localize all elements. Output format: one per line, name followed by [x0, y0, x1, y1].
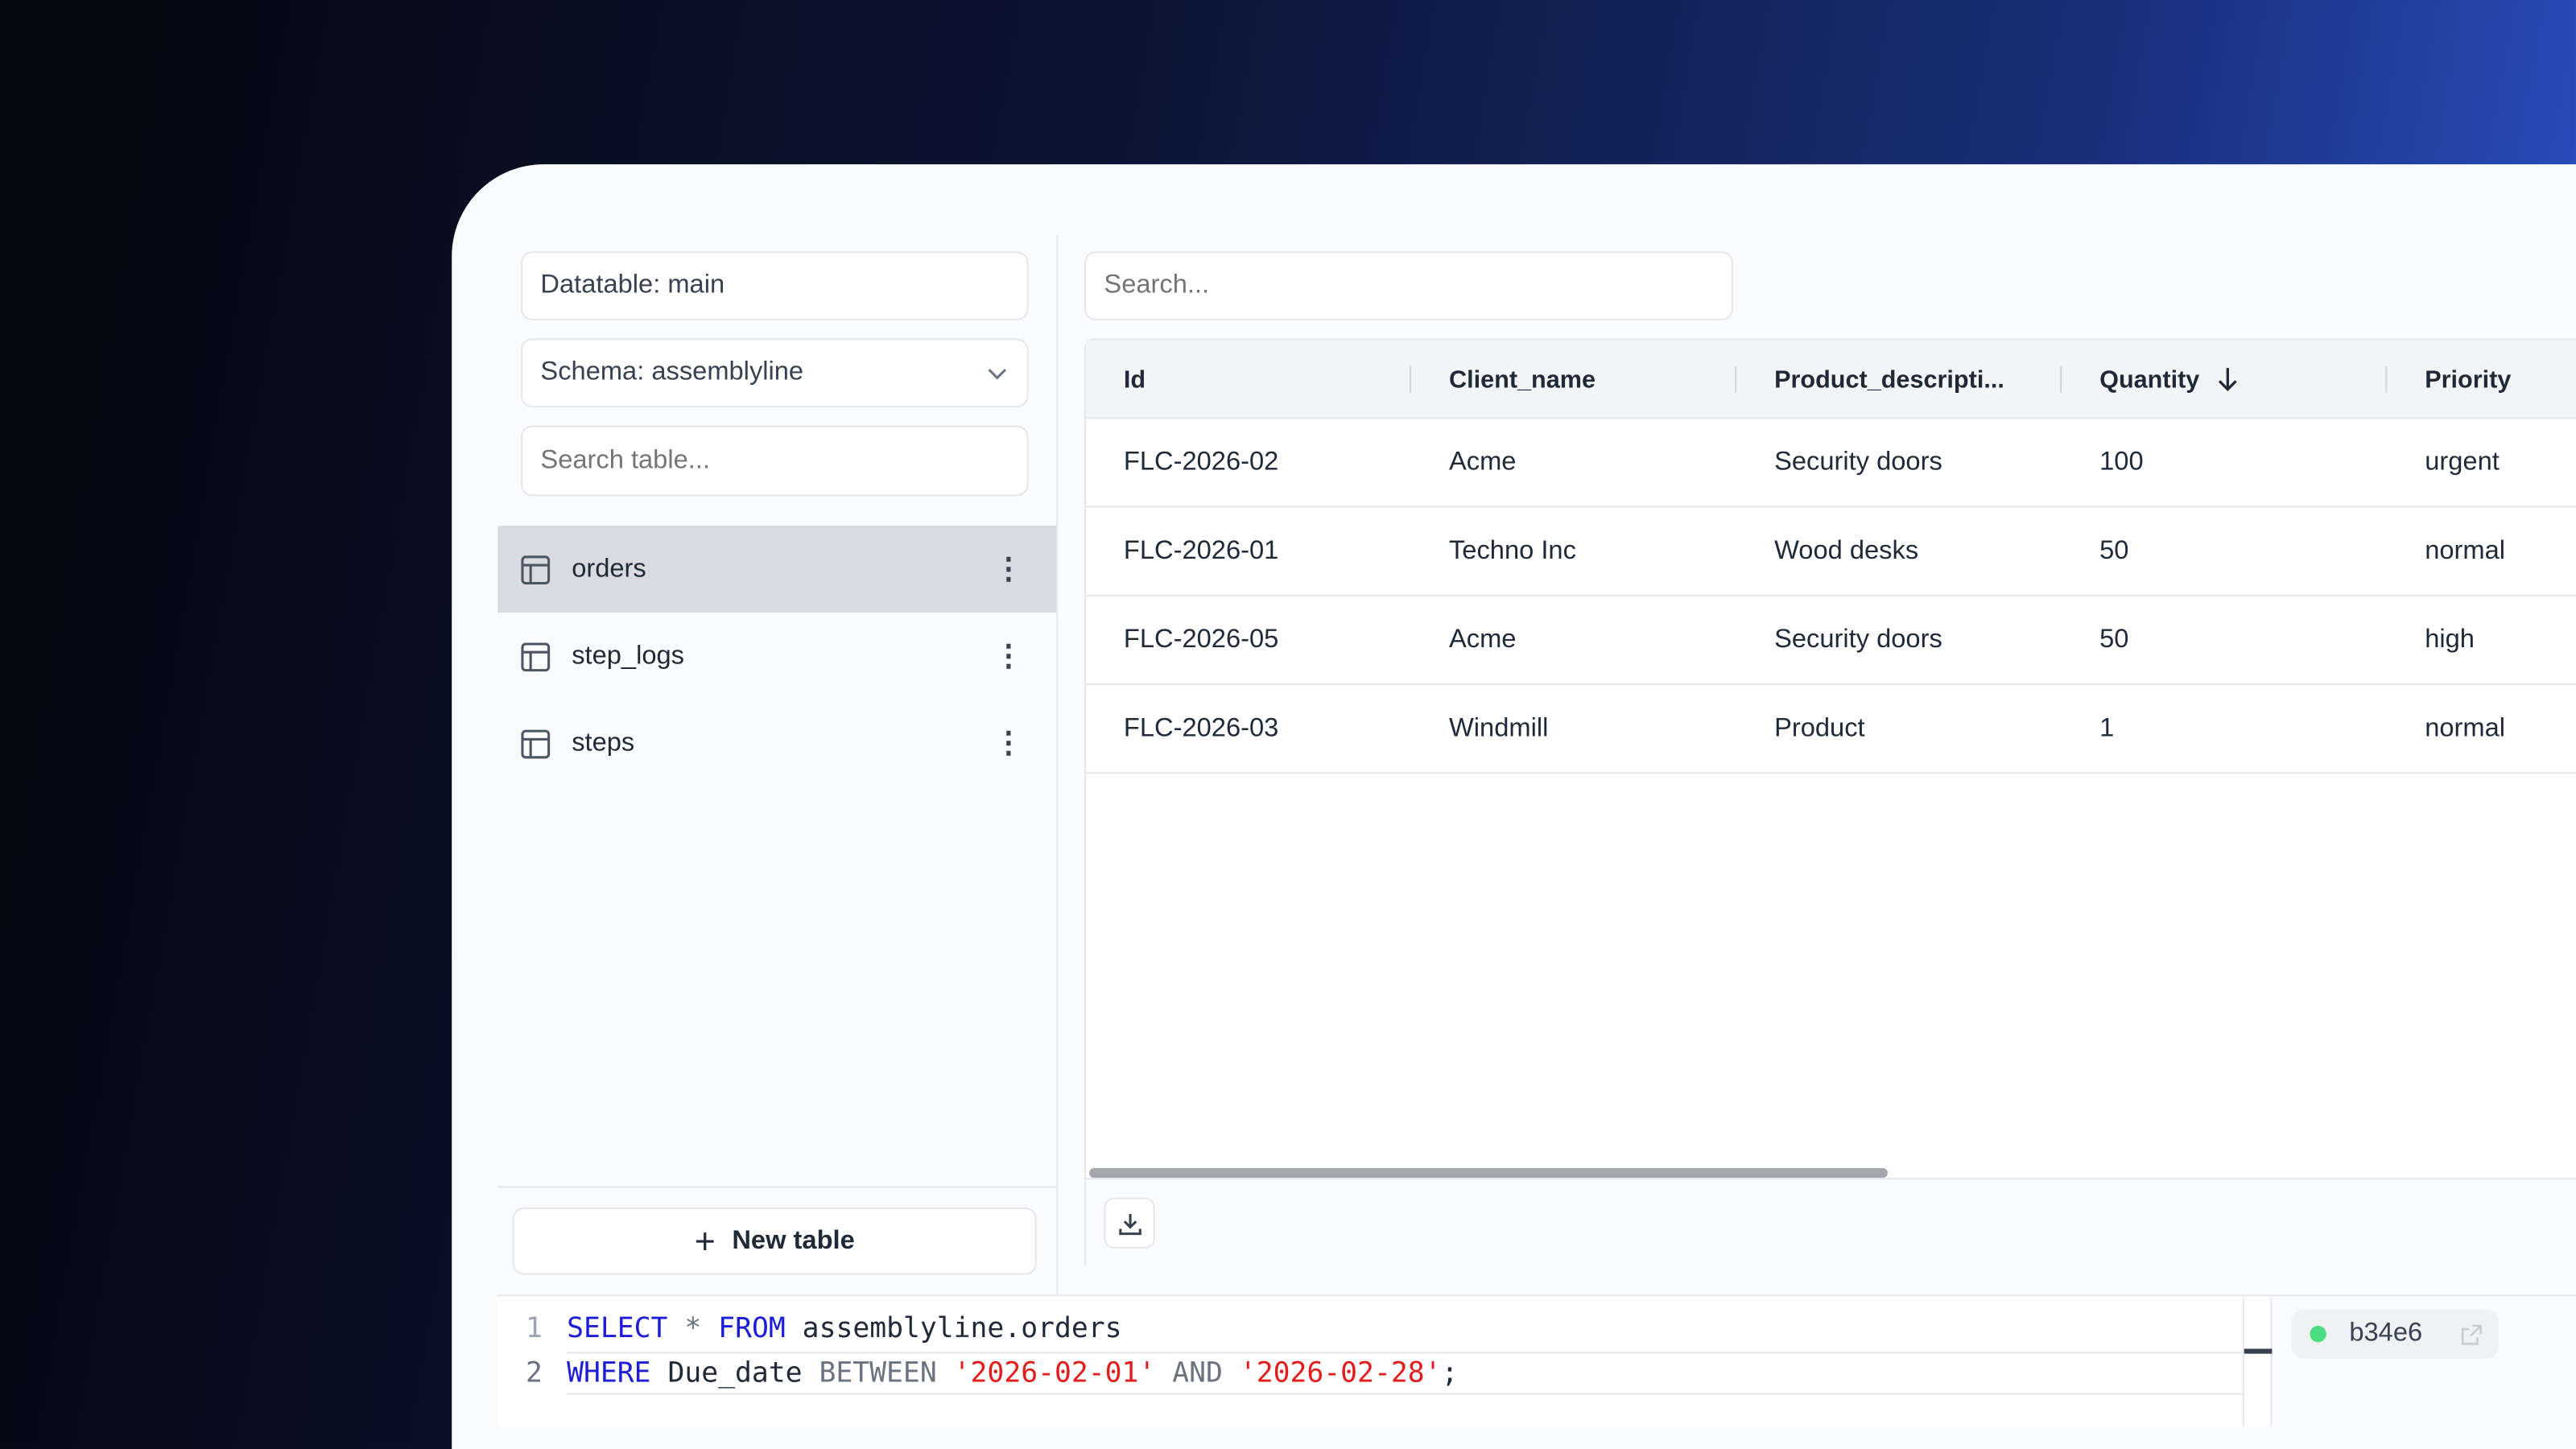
schema-label: Schema: assemblyline — [540, 357, 804, 386]
column-resize-handle[interactable] — [1410, 366, 1412, 393]
table-cell: 50 — [2099, 625, 2129, 654]
table-cell: Acme — [1448, 448, 1517, 477]
status-dot-icon — [2310, 1325, 2326, 1343]
table-icon — [521, 555, 551, 584]
table-icon — [521, 729, 551, 758]
datatable-selector[interactable]: Datatable: main — [520, 251, 1029, 320]
table-footer — [1085, 1178, 2576, 1265]
download-icon — [1118, 1213, 1141, 1235]
sql-editor[interactable]: 1 2 SELECT * FROM assemblyline.orders WH… — [497, 1298, 2273, 1426]
new-table-button[interactable]: + New table — [512, 1207, 1037, 1275]
table-cell: FLC-2026-03 — [1123, 714, 1279, 743]
download-button[interactable] — [1104, 1197, 1155, 1249]
table-cell: high — [2425, 625, 2475, 654]
sort-arrow-down-icon[interactable] — [2216, 366, 2240, 393]
semicolon: ; — [1441, 1356, 1459, 1390]
table-search-input[interactable] — [520, 425, 1029, 497]
table-cell: normal — [2425, 537, 2506, 566]
table-cell: Security doors — [1774, 625, 1942, 654]
table-cell: Wood desks — [1774, 537, 1919, 566]
table-row[interactable]: FLC-2026-05 Acme Security doors 50 high — [1085, 597, 2576, 686]
string-literal: '2026-02-28' — [1239, 1356, 1442, 1390]
operator: AND — [1172, 1356, 1223, 1390]
identifier: Due_date — [667, 1356, 803, 1390]
table-name: step_logs — [572, 641, 684, 670]
column-label: Product_descripti... — [1774, 365, 2004, 394]
table-row[interactable]: FLC-2026-03 Windmill Product 1 normal — [1085, 685, 2576, 774]
operator: * — [684, 1312, 702, 1346]
code-line-2: WHERE Due_date BETWEEN '2026-02-01' AND … — [567, 1357, 1458, 1390]
table-cell: 100 — [2099, 448, 2144, 477]
line-number: 1 — [526, 1312, 543, 1346]
table-cell: Techno Inc — [1448, 537, 1576, 566]
column-label: Client_name — [1448, 365, 1596, 394]
keyword: FROM — [718, 1312, 786, 1346]
column-header-3[interactable]: Quantity — [2099, 340, 2239, 419]
column-label: Priority — [2425, 365, 2512, 394]
string-literal: '2026-02-01' — [953, 1356, 1156, 1390]
sidebar-table-step_logs[interactable]: step_logs ⋮ — [497, 613, 1056, 700]
sidebar-table-steps[interactable]: steps ⋮ — [497, 700, 1056, 786]
datatable-label: Datatable: main — [540, 270, 725, 299]
column-label: Quantity — [2099, 365, 2200, 394]
keyword: SELECT — [567, 1312, 668, 1346]
sidebar-table-orders[interactable]: orders ⋮ — [497, 526, 1057, 613]
commit-hash: b34e6 — [2349, 1319, 2423, 1348]
table-name: orders — [572, 554, 646, 583]
external-link-icon[interactable] — [2461, 1323, 2483, 1345]
divider — [497, 1294, 2576, 1297]
operator: BETWEEN — [819, 1356, 937, 1390]
divider — [497, 1186, 1057, 1188]
table-cell: FLC-2026-02 — [1123, 448, 1279, 477]
sidebar-divider — [1056, 234, 1059, 1295]
column-header-4[interactable]: Priority — [2425, 340, 2511, 419]
table-cell: Security doors — [1774, 448, 1942, 477]
more-options-icon[interactable]: ⋮ — [993, 551, 1024, 585]
table-cell: normal — [2425, 714, 2506, 743]
code-line-1: SELECT * FROM assemblyline.orders — [567, 1313, 1121, 1346]
column-header-1[interactable]: Client_name — [1449, 340, 1596, 419]
new-table-label: New table — [732, 1226, 855, 1255]
more-options-icon[interactable]: ⋮ — [993, 638, 1024, 672]
more-options-icon[interactable]: ⋮ — [993, 726, 1024, 759]
identifier: assemblyline.orders — [802, 1312, 1122, 1346]
table-icon — [521, 642, 551, 671]
row-search-input[interactable] — [1084, 251, 1734, 320]
keyword: WHERE — [567, 1356, 651, 1390]
table-name: steps — [572, 729, 635, 757]
table-cell: 50 — [2099, 537, 2129, 566]
active-line-highlight — [567, 1352, 2273, 1395]
column-label: Id — [1123, 365, 1146, 394]
scrollbar-thumb[interactable] — [2244, 1348, 2273, 1354]
table-header: Id Client_name Product_descripti... Quantit… — [1085, 340, 2576, 419]
data-table: Id Client_name Product_descripti... Quantit… — [1084, 338, 2576, 1265]
table-cell: Acme — [1448, 625, 1517, 654]
chevron-down-icon — [988, 369, 1007, 380]
table-cell: FLC-2026-01 — [1123, 537, 1279, 566]
table-cell: Product — [1774, 714, 1865, 743]
editor-scrollbar[interactable] — [2242, 1298, 2273, 1426]
table-cell: 1 — [2099, 714, 2115, 743]
column-header-0[interactable]: Id — [1124, 340, 1146, 419]
table-cell: Windmill — [1448, 714, 1549, 743]
schema-dropdown[interactable]: Schema: assemblyline — [520, 338, 1029, 408]
horizontal-scrollbar[interactable] — [1089, 1168, 1888, 1179]
column-resize-handle[interactable] — [1735, 366, 1737, 393]
column-resize-handle[interactable] — [2060, 366, 2062, 393]
column-header-2[interactable]: Product_descripti... — [1774, 340, 2004, 419]
table-cell: urgent — [2425, 448, 2500, 477]
table-cell: FLC-2026-05 — [1123, 625, 1279, 654]
table-row[interactable]: FLC-2026-02 Acme Security doors 100 urgent — [1085, 419, 2576, 508]
table-row[interactable]: FLC-2026-01 Techno Inc Wood desks 50 normal — [1085, 508, 2576, 597]
commit-badge[interactable]: b34e6 — [2291, 1309, 2500, 1359]
column-resize-handle[interactable] — [2385, 366, 2388, 393]
line-number: 2 — [526, 1356, 543, 1390]
plus-icon: + — [694, 1220, 716, 1261]
